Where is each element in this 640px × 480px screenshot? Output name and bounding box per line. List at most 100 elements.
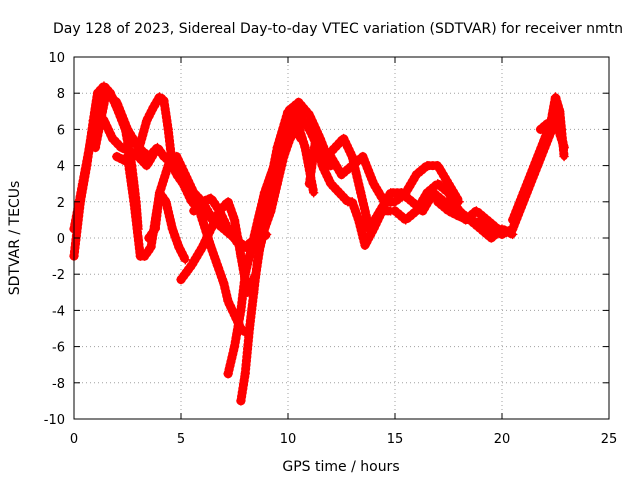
data-point [291,124,302,135]
data-point [471,206,482,216]
data-point [296,133,306,144]
series-arc-17 [507,92,569,225]
data-point [311,133,321,144]
data-point [246,242,257,252]
data-point [133,146,143,156]
data-point [142,160,152,171]
data-point [336,169,347,180]
data-point [189,206,199,216]
data-point [540,133,550,144]
data-point [253,251,263,261]
data-point [368,178,379,189]
y-tick-label: -4 [52,304,65,319]
data-point [144,151,154,162]
y-tick-label: -8 [52,377,65,392]
data-point [353,215,364,225]
data-point [229,341,240,352]
data-point [272,178,283,189]
data-point [411,169,422,180]
data-point [206,224,216,234]
data-point [542,119,552,129]
data-point [244,323,255,334]
data-point [212,260,223,270]
data-point [152,142,163,153]
data-point [180,254,191,265]
data-point [507,215,518,225]
data-point [304,178,315,189]
data-point [347,160,357,171]
data-point [214,206,225,216]
data-point [146,242,156,252]
data-point [163,124,173,135]
data-point [266,169,276,180]
data-point [249,287,259,298]
data-point [486,224,497,234]
data-point [555,124,565,135]
data-point [101,88,111,98]
data-point [443,178,454,189]
data-point [236,251,246,261]
data-point [150,224,161,234]
data-point [559,142,569,153]
data-point [555,106,565,117]
data-point [231,236,242,247]
data-point [99,81,109,91]
data-point [171,169,182,180]
x-tick-label: 20 [494,432,511,447]
data-point [229,215,240,225]
data-point [223,197,233,207]
data-point [300,142,310,153]
data-point [122,151,133,162]
data-point [443,206,454,216]
data-point [358,151,368,162]
x-tick-label: 0 [70,432,78,447]
data-point [112,97,122,107]
series-arc-15 [390,178,518,243]
data-point [283,106,293,117]
y-tick-label: 0 [57,232,65,247]
y-axis-label: SDTVAR / TECUs [7,181,23,296]
data-point [293,97,304,107]
y-tick-label: 6 [57,123,65,138]
data-point [411,206,422,216]
data-point [161,197,171,207]
data-point [390,197,400,207]
data-point [159,151,169,162]
data-series-group [69,81,569,406]
series-arc-10 [236,124,306,406]
data-point [236,396,246,406]
series-arc-13 [326,151,464,207]
data-point [163,160,173,171]
y-tick-label: -2 [52,268,65,283]
data-point [400,215,411,225]
data-point [278,151,289,162]
y-tick-label: -10 [44,413,65,428]
data-point [396,188,407,198]
data-point [223,296,233,307]
data-point [317,160,327,171]
y-tick-label: 8 [57,87,65,102]
data-point [454,211,464,222]
data-point [518,188,529,198]
data-point [375,206,385,216]
data-point [433,197,443,207]
data-point [197,197,208,207]
data-point [240,369,250,379]
data-point [338,133,349,144]
data-point [433,160,443,171]
axis-ticks: 0 5 10 15 20 25 -10 -8 -6 -4 -2 0 2 4 6 8 10 [44,51,618,447]
data-point [347,197,357,207]
y-tick-label: 10 [48,51,65,66]
series-markers [390,179,518,243]
data-point [550,92,561,102]
data-point [122,124,133,135]
data-point [144,233,154,243]
data-point [360,240,370,250]
data-point [107,133,118,144]
data-point [486,233,497,243]
data-point [154,92,165,102]
data-point [443,188,454,198]
data-point [253,215,263,225]
data-point [283,115,293,126]
data-point [422,188,432,198]
